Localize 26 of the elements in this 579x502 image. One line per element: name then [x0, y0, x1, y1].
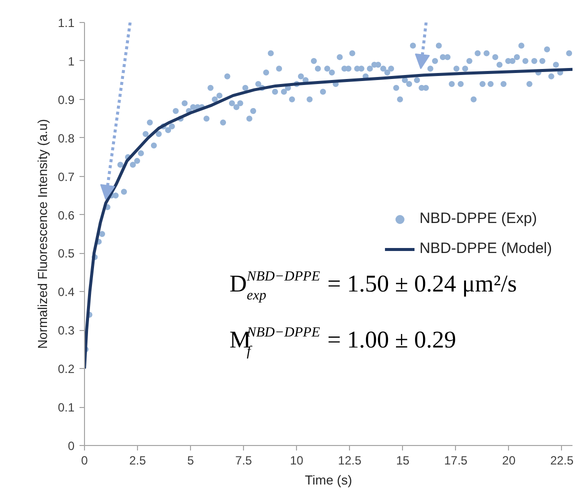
x-tick-label: 12.5 — [338, 454, 362, 468]
x-tick-label: 10 — [290, 454, 304, 468]
x-tick-label: 15 — [396, 454, 410, 468]
x-tick-label: 17.5 — [444, 454, 468, 468]
x-tick-label: 0 — [81, 454, 88, 468]
y-tick-label: 1.1 — [58, 16, 75, 30]
y-tick-label: 0.8 — [58, 131, 75, 146]
x-tick-label: 7.5 — [235, 454, 252, 468]
y-tick-label: 0.5 — [58, 246, 75, 261]
x-tick-label: 20 — [502, 454, 516, 468]
x-tick-label: 2.5 — [129, 454, 146, 468]
y-tick-label: 0.4 — [58, 285, 75, 300]
y-tick-label: 0.6 — [58, 208, 75, 222]
y-tick-label: 0.3 — [58, 324, 75, 338]
legend-label: NBD-DPPE (Model) — [419, 240, 552, 257]
y-axis-title: Normalized Fluorescence Intensity (a.u) — [34, 119, 50, 349]
y-tick-label: 1 — [68, 54, 75, 68]
y-tick-label: 0.1 — [58, 400, 75, 415]
y-tick-label: 0.9 — [58, 92, 75, 107]
legend-label: NBD-DPPE (Exp) — [419, 210, 537, 227]
x-tick-label: 5 — [187, 454, 194, 468]
x-tick-label: 22.5 — [550, 454, 574, 468]
y-tick-label: 0 — [68, 439, 75, 453]
y-tick-label: 0.7 — [58, 170, 75, 184]
x-axis-title: Time (s) — [304, 472, 352, 488]
y-tick-label: 0.2 — [58, 362, 75, 376]
